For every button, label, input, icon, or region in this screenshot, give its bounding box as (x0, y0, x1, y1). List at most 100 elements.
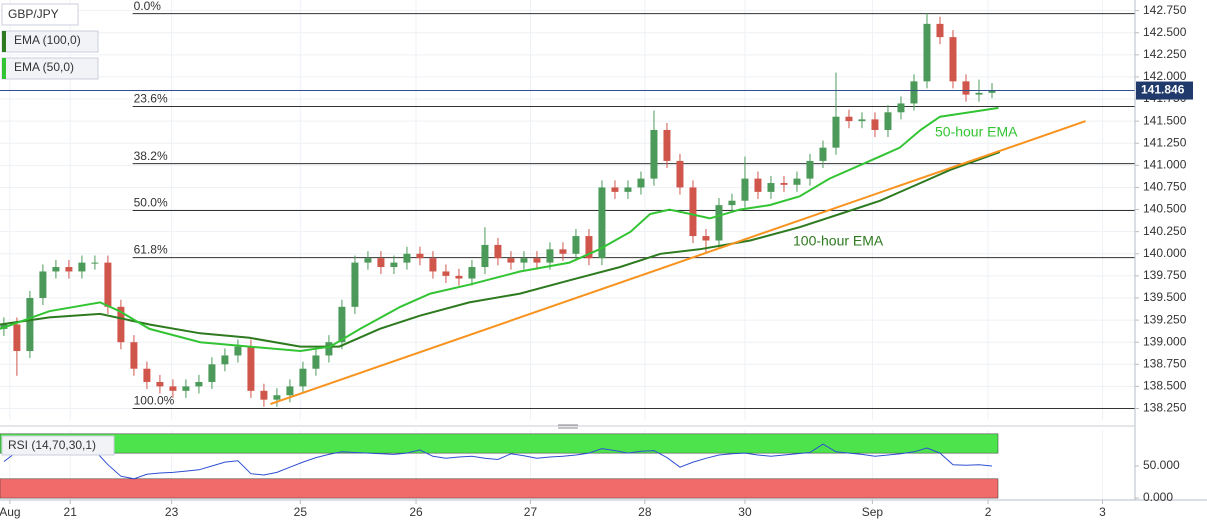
candle-body (988, 90, 996, 93)
candle-body (403, 253, 411, 263)
candle-body (598, 187, 606, 259)
y-tick-label: 139.250 (1143, 312, 1187, 326)
candle-body (52, 267, 60, 272)
candle-body (572, 236, 580, 254)
candle-body (936, 23, 944, 38)
candle-body (780, 183, 788, 185)
candle-body (520, 258, 528, 263)
x-tick-label: 21 (64, 505, 78, 519)
candle-body (806, 160, 814, 179)
last-price-box (1136, 81, 1193, 100)
fib-label: 61.8% (134, 243, 168, 257)
candle-body (637, 178, 645, 188)
y-tick-label: 142.500 (1143, 25, 1187, 39)
x-tick-label: 28 (638, 505, 652, 519)
candle-body (130, 342, 138, 369)
candle-body (156, 381, 164, 387)
candle-body (182, 386, 190, 391)
y-tick-label: 141.250 (1143, 135, 1187, 149)
y-tick-label: 139.750 (1143, 268, 1187, 282)
candle-body (325, 342, 333, 356)
fib-label: 38.2% (134, 149, 168, 163)
x-tick-label: 2 (985, 505, 992, 519)
candle-body (481, 244, 489, 268)
candle-body (741, 178, 749, 201)
ema-annotation: 50-hour EMA (935, 124, 1018, 140)
rsi-upper-band (0, 433, 999, 454)
candle-body (260, 390, 268, 400)
legend-label: EMA (50,0) (14, 60, 74, 74)
candle-body (507, 258, 515, 263)
candle-body (715, 205, 723, 241)
candle-body (559, 249, 567, 254)
y-tick-label: 138.250 (1143, 401, 1187, 415)
fib-label: 0.0% (134, 0, 162, 13)
ema-annotation: 100-hour EMA (793, 233, 884, 249)
fib-label: 50.0% (134, 196, 168, 210)
candle-body (624, 187, 632, 192)
fib-label: 23.6% (134, 92, 168, 106)
candle-body (78, 262, 86, 272)
candle-body (767, 183, 775, 192)
candle-body (455, 275, 463, 279)
candle-body (468, 267, 476, 279)
rsi-legend-label: RSI (14,70,30,1) (8, 438, 96, 452)
y-tick-label: 138.750 (1143, 356, 1187, 370)
candle-body (143, 368, 151, 382)
candle-body (26, 297, 34, 352)
candle-body (286, 386, 294, 396)
y-tick-label: 142.250 (1143, 47, 1187, 61)
rsi-y-tick-label: 0.000 (1143, 490, 1173, 504)
candle-body (728, 200, 736, 206)
candle-body (442, 271, 450, 276)
candle-body (208, 364, 216, 382)
candle-body (104, 262, 112, 307)
candle-body (247, 346, 255, 391)
candle-body (819, 147, 827, 161)
rsi-lower-band (0, 478, 999, 499)
candle-body (299, 368, 307, 387)
candle-body (234, 346, 242, 356)
candle-body (416, 253, 424, 259)
candle-body (546, 249, 554, 263)
ema-line (0, 151, 1001, 348)
legend-swatch (2, 58, 6, 79)
x-tick-label: 26 (409, 505, 423, 519)
candle-body (533, 258, 541, 263)
candle-body (897, 103, 905, 113)
x-tick-label: 30 (738, 505, 752, 519)
plot-layer (0, 13, 1135, 499)
candle-body (390, 262, 398, 268)
candle-body (221, 355, 229, 365)
candle-body (884, 112, 892, 130)
overlay-layer: GBP/JPY 138.250 138.500 138.750 139.000 139.… (0, 0, 1193, 519)
y-tick-label: 140.000 (1143, 246, 1187, 260)
y-tick-label: 139.000 (1143, 334, 1187, 348)
last-price-label: 141.846 (1141, 83, 1185, 97)
y-tick-label: 141.000 (1143, 158, 1187, 172)
candle-body (65, 267, 73, 272)
x-tick-label: Sep (862, 505, 884, 519)
candle-body (689, 187, 697, 237)
rsi-line (3, 443, 993, 480)
rsi-y-tick-label: 50.000 (1143, 458, 1180, 472)
candle-body (338, 306, 346, 343)
candle-body (910, 81, 918, 104)
candle-body (975, 92, 983, 95)
candle-body (702, 236, 710, 241)
y-tick-label: 138.500 (1143, 379, 1187, 393)
rsi-legend-box[interactable] (1, 435, 115, 456)
symbol-box[interactable] (1, 3, 79, 26)
candle-body (832, 116, 840, 148)
candle-body (923, 23, 931, 82)
candle-body (39, 271, 47, 298)
y-tick-label: 139.500 (1143, 290, 1187, 304)
y-tick-label: 141.500 (1143, 113, 1187, 127)
x-tick-label: 23 (165, 505, 179, 519)
candle-body (858, 119, 866, 122)
x-tick-label: 3 (1099, 505, 1106, 519)
candle-body (663, 129, 671, 161)
candle-body (962, 81, 970, 95)
